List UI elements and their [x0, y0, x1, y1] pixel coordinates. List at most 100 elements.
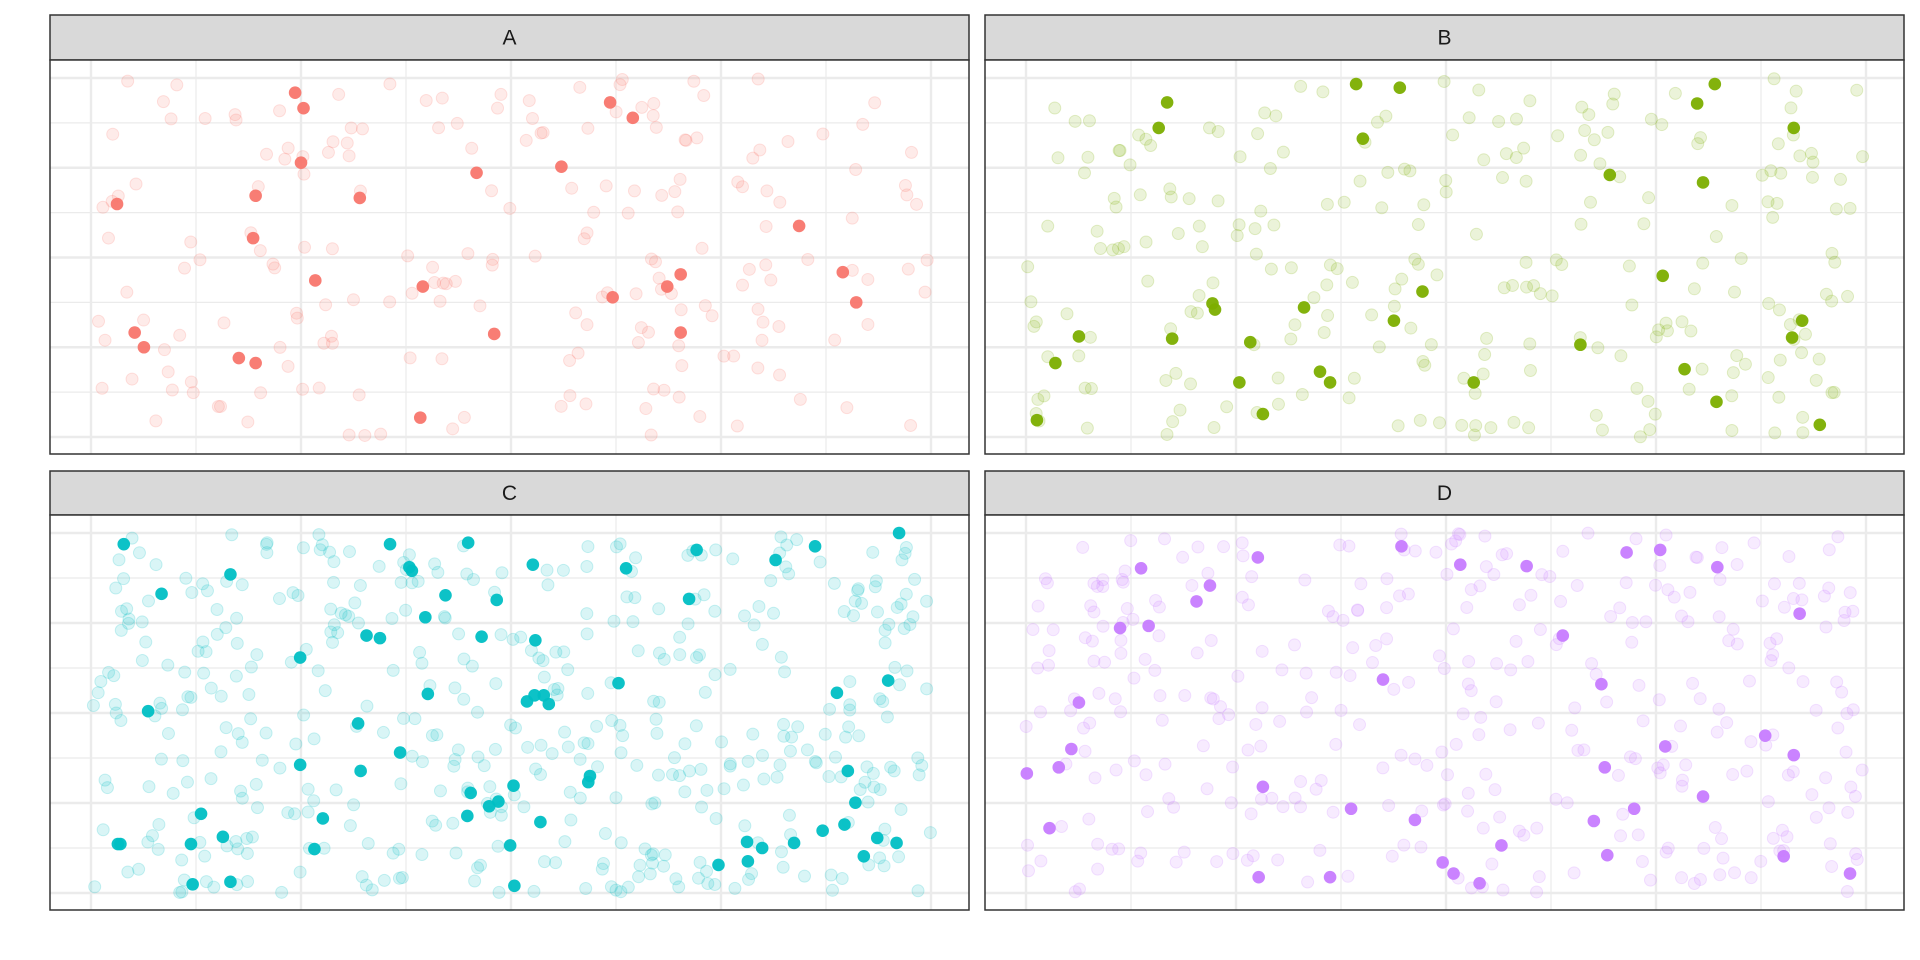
background-point: [633, 858, 647, 872]
background-point: [1408, 252, 1422, 266]
background-point: [178, 261, 192, 275]
background-point: [1240, 853, 1254, 867]
background-point: [1828, 255, 1842, 269]
background-point: [343, 819, 357, 833]
background-point: [1192, 219, 1206, 233]
background-point: [1795, 346, 1809, 360]
background-point: [281, 141, 295, 155]
background-point: [1831, 721, 1845, 735]
highlighted-point: [393, 746, 407, 759]
background-point: [695, 800, 709, 814]
background-point: [1255, 701, 1269, 715]
background-point: [878, 822, 892, 836]
background-point: [673, 769, 687, 783]
background-point: [1796, 410, 1810, 424]
background-point: [715, 735, 729, 749]
background-point: [1275, 663, 1289, 677]
background-point: [199, 645, 213, 659]
background-point: [609, 883, 623, 897]
background-point: [439, 277, 453, 291]
background-point: [1298, 573, 1312, 587]
background-point: [1085, 634, 1099, 648]
background-point: [533, 768, 547, 782]
background-point: [1659, 528, 1673, 542]
background-point: [1530, 885, 1544, 899]
background-point: [1522, 421, 1536, 435]
highlighted-point: [1696, 790, 1710, 803]
background-point: [1190, 306, 1204, 320]
background-point: [1488, 783, 1502, 797]
facet-strip: [49, 14, 970, 61]
background-point: [1822, 543, 1836, 557]
background-point: [214, 399, 228, 413]
highlighted-point: [1785, 331, 1799, 344]
background-point: [1177, 845, 1191, 859]
background-point: [1192, 289, 1206, 303]
background-point: [1798, 327, 1812, 341]
highlighted-point: [1256, 780, 1270, 794]
background-point: [866, 545, 880, 559]
background-point: [1480, 331, 1494, 345]
background-point: [1622, 259, 1636, 273]
background-point: [824, 868, 838, 882]
background-point: [1202, 121, 1216, 135]
background-point: [646, 847, 660, 861]
background-point: [873, 783, 887, 797]
background-point: [297, 708, 311, 722]
background-point: [1171, 226, 1185, 240]
highlighted-point: [155, 587, 168, 601]
highlighted-point: [1203, 579, 1217, 592]
background-point: [747, 618, 761, 632]
background-point: [1031, 661, 1045, 675]
highlighted-point: [1323, 870, 1337, 884]
background-point: [1825, 386, 1839, 400]
background-point: [164, 112, 178, 126]
background-point: [297, 167, 311, 181]
background-point: [114, 604, 128, 618]
background-point: [647, 694, 661, 708]
highlighted-point: [1453, 558, 1467, 571]
panel-border: [984, 59, 1905, 455]
background-point: [808, 754, 822, 768]
background-point: [1616, 807, 1630, 821]
background-point: [1709, 230, 1723, 244]
background-point: [561, 663, 575, 677]
background-point: [579, 397, 593, 411]
background-point: [1333, 538, 1347, 552]
background-point: [596, 857, 610, 871]
background-point: [675, 359, 689, 373]
highlighted-point: [1208, 303, 1222, 316]
background-point: [1342, 391, 1356, 405]
background-point: [457, 410, 471, 424]
background-point: [186, 386, 200, 400]
background-point: [759, 258, 773, 272]
background-point: [1196, 739, 1210, 753]
background-point: [1166, 415, 1180, 429]
background-point: [1037, 389, 1051, 403]
background-point: [920, 594, 934, 608]
background-point: [1354, 577, 1368, 591]
background-point: [779, 560, 793, 574]
background-point: [880, 710, 894, 724]
background-point: [394, 575, 408, 589]
background-point: [471, 861, 485, 875]
highlighted-point: [117, 537, 131, 551]
background-point: [908, 572, 922, 586]
background-point: [1313, 843, 1327, 857]
background-point: [1118, 564, 1132, 578]
background-point: [1629, 532, 1643, 546]
background-point: [1472, 83, 1486, 97]
background-point: [473, 299, 487, 313]
background-point: [1343, 669, 1357, 683]
background-point: [1336, 613, 1350, 627]
background-point: [1267, 218, 1281, 232]
background-point: [260, 536, 274, 550]
background-point: [342, 609, 356, 623]
highlighted-point: [1393, 81, 1407, 94]
background-point: [289, 737, 303, 751]
background-point: [1453, 527, 1467, 541]
background-point: [1226, 846, 1240, 860]
background-point: [1380, 572, 1394, 586]
background-point: [1395, 272, 1409, 286]
highlighted-point: [890, 836, 903, 850]
